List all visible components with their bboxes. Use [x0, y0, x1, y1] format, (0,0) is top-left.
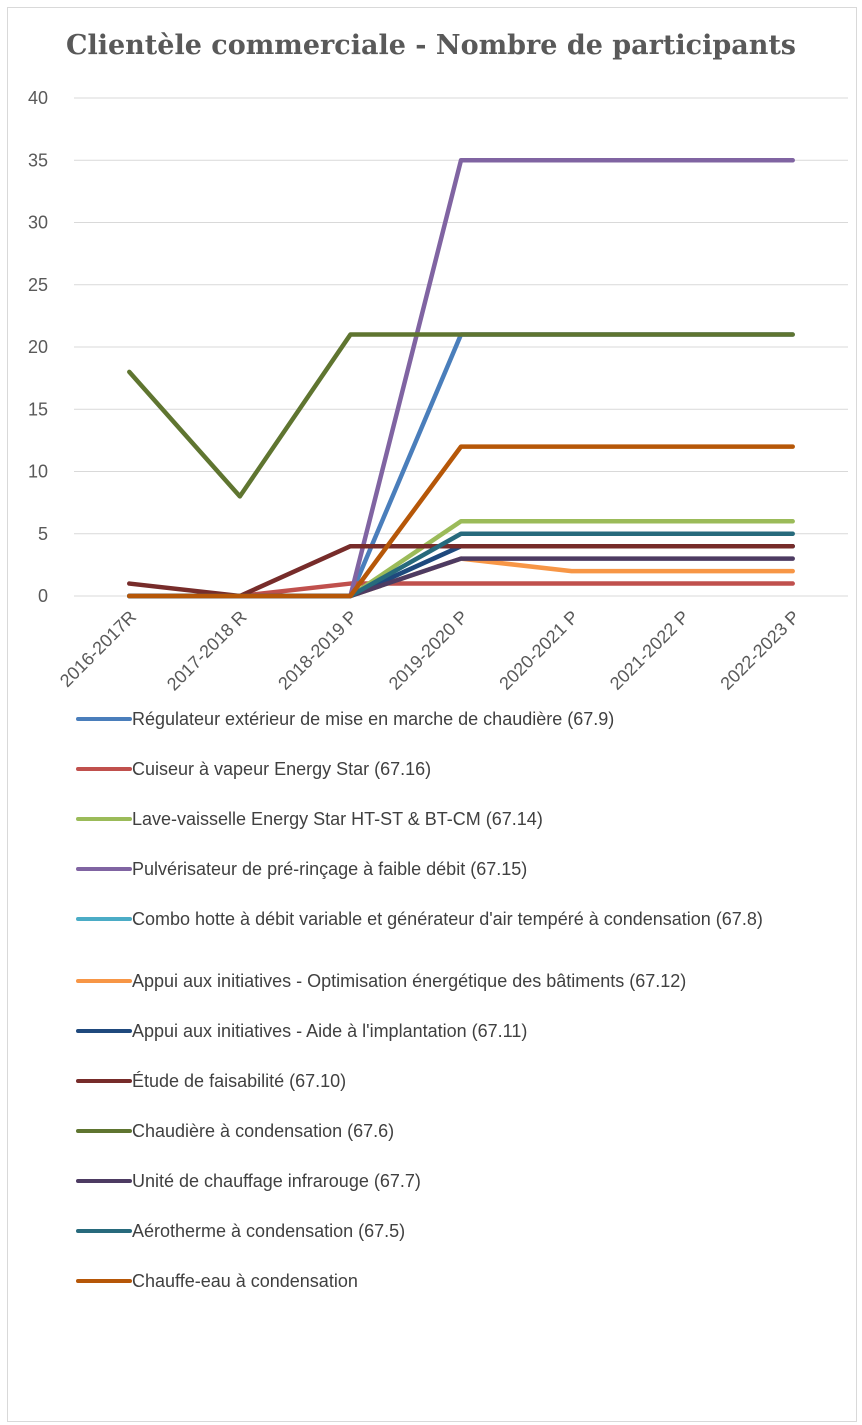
- chart-title: Clientèle commerciale - Nombre de partic…: [65, 30, 796, 61]
- series-line-9: [127, 556, 795, 599]
- legend-item: Régulateur extérieur de mise en marche d…: [76, 707, 822, 731]
- legend-swatch: [76, 1129, 132, 1133]
- series-lines: [127, 158, 795, 599]
- x-tick-label: 2018-2019 P: [274, 607, 361, 694]
- legend-label: Lave-vaisselle Energy Star HT-ST & BT-CM…: [132, 809, 543, 829]
- legend-label: Étude de faisabilité (67.10): [132, 1071, 347, 1091]
- legend-item: Chauffe-eau à condensation: [76, 1269, 822, 1293]
- legend-swatch: [76, 767, 132, 771]
- legend-label: Cuiseur à vapeur Energy Star (67.16): [132, 759, 432, 779]
- grid-lines: [74, 97, 848, 597]
- y-tick-label: 15: [28, 399, 48, 419]
- series-line-8: [127, 332, 795, 499]
- legend-item: Appui aux initiatives - Optimisation éne…: [76, 969, 822, 993]
- y-tick-label: 25: [28, 275, 48, 295]
- chart-frame: [7, 7, 857, 1422]
- legend-swatch: [76, 817, 132, 821]
- legend-label: Unité de chauffage infrarouge (67.7): [132, 1171, 421, 1191]
- y-tick-label: 5: [38, 524, 48, 544]
- legend-swatch: [76, 1279, 132, 1283]
- series-line-10: [127, 531, 795, 599]
- legend-item: Cuiseur à vapeur Energy Star (67.16): [76, 757, 822, 781]
- legend-label: Appui aux initiatives - Aide à l'implant…: [132, 1021, 528, 1041]
- legend-item: Lave-vaisselle Energy Star HT-ST & BT-CM…: [76, 807, 822, 831]
- legend-label: Combo hotte à débit variable et générate…: [132, 909, 763, 929]
- x-axis-ticks: 2016-2017R 2017-2018 R 2018-2019 P 2019-202…: [56, 607, 804, 695]
- x-tick-label: 2022-2023 P: [717, 607, 804, 694]
- series-line-3: [127, 158, 795, 599]
- x-tick-label: 2019-2020 P: [385, 607, 472, 694]
- y-tick-label: 30: [28, 213, 48, 233]
- y-tick-label: 40: [28, 88, 48, 108]
- legend-item: Unité de chauffage infrarouge (67.7): [76, 1169, 822, 1193]
- legend-swatch: [76, 867, 132, 871]
- y-axis-ticks: 0 5 10 15 20 25 30 35 40: [28, 88, 48, 606]
- legend-label: Appui aux initiatives - Optimisation éne…: [132, 971, 687, 991]
- legend-label: Aérotherme à condensation (67.5): [132, 1221, 406, 1241]
- legend-label: Pulvérisateur de pré-rinçage à faible dé…: [132, 859, 528, 879]
- legend-swatch: [76, 1179, 132, 1183]
- series-line-5: [127, 556, 795, 599]
- legend-swatch: [76, 1029, 132, 1033]
- y-tick-label: 0: [38, 586, 48, 606]
- x-tick-label: 2020-2021 P: [495, 607, 582, 694]
- legend-item: Appui aux initiatives - Aide à l'implant…: [76, 1019, 822, 1043]
- legend-label: Régulateur extérieur de mise en marche d…: [132, 709, 615, 729]
- legend-swatch: [76, 1229, 132, 1233]
- legend-label: Chauffe-eau à condensation: [132, 1271, 358, 1291]
- x-tick-label: 2017-2018 R: [163, 607, 251, 695]
- legend-swatch: [76, 979, 132, 983]
- y-tick-label: 35: [28, 150, 48, 170]
- legend-swatch: [76, 917, 132, 921]
- x-tick-label: 2016-2017R: [56, 607, 140, 691]
- legend-swatch: [76, 1079, 132, 1083]
- legend-swatch: [76, 717, 132, 721]
- legend-item: Pulvérisateur de pré-rinçage à faible dé…: [76, 857, 822, 881]
- legend-item: Combo hotte à débit variable et générate…: [76, 907, 822, 931]
- legend-item: Étude de faisabilité (67.10): [76, 1069, 822, 1093]
- y-tick-label: 20: [28, 337, 48, 357]
- series-line-11: [127, 444, 795, 599]
- y-tick-label: 10: [28, 462, 48, 482]
- legend-item: Chaudière à condensation (67.6): [76, 1119, 822, 1143]
- x-tick-label: 2021-2022 P: [606, 607, 693, 694]
- legend-label: Chaudière à condensation (67.6): [132, 1121, 395, 1141]
- legend-item: Aérotherme à condensation (67.5): [76, 1219, 822, 1243]
